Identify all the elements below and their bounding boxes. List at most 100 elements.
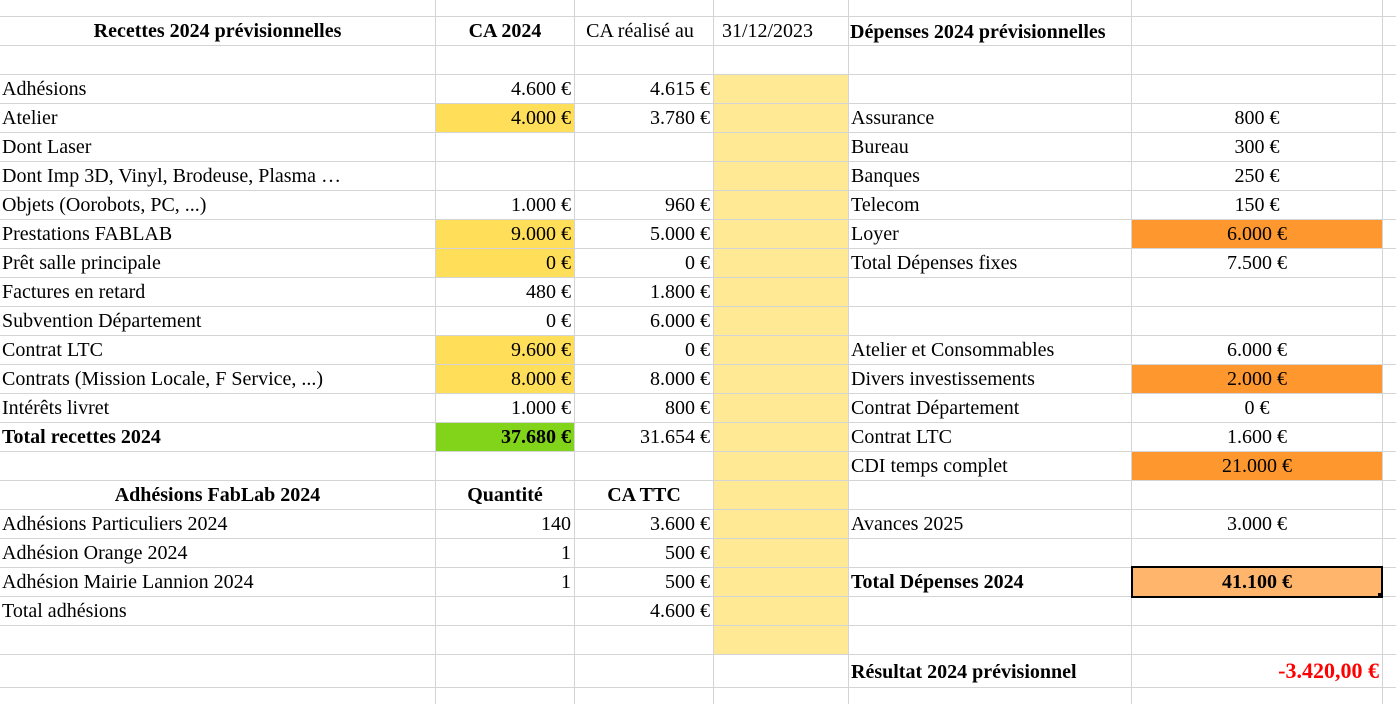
resultat-value[interactable]: -3.420,00 €	[1278, 658, 1379, 683]
recette-realise[interactable]: 6.000 €	[650, 310, 710, 332]
depense-label[interactable]: Divers investissements	[851, 368, 1035, 390]
cell-bg	[436, 104, 574, 133]
header-ca-realise-date[interactable]: 31/12/2023	[721, 20, 814, 42]
recette-realise[interactable]: 3.780 €	[650, 107, 710, 129]
header-ca-realise[interactable]: CA réalisé au	[586, 20, 694, 42]
recette-ca2024[interactable]: 0 €	[546, 310, 571, 332]
gridline	[0, 132, 1396, 133]
resultat-label[interactable]: Résultat 2024 prévisionnel	[851, 661, 1077, 683]
recette-realise[interactable]: 960 €	[665, 194, 710, 216]
recette-realise[interactable]: 4.615 €	[650, 78, 710, 100]
adhesions-col-ca[interactable]: CA TTC	[607, 484, 681, 506]
recette-ca2024[interactable]: 1.000 €	[511, 397, 571, 419]
recette-ca2024[interactable]: 1.000 €	[511, 194, 571, 216]
depense-value[interactable]: 1.600 €	[1227, 426, 1287, 448]
recette-realise[interactable]: 8.000 €	[650, 368, 710, 390]
gridline	[0, 16, 1396, 17]
recette-label[interactable]: Prestations FABLAB	[2, 223, 173, 245]
recette-realise[interactable]: 0 €	[685, 339, 710, 361]
adhesion-ca[interactable]: 3.600 €	[650, 513, 710, 535]
depense-label[interactable]: Atelier et Consommables	[851, 339, 1055, 361]
fill-handle[interactable]	[1378, 593, 1383, 598]
recette-label[interactable]: Contrats (Mission Locale, F Service, ...…	[2, 368, 324, 390]
depense-value[interactable]: 2.000 €	[1227, 368, 1287, 390]
recette-label[interactable]: Objets (Oorobots, PC, ...)	[2, 194, 207, 216]
cell-bg	[1132, 568, 1382, 597]
recette-ca2024[interactable]: 4.000 €	[511, 107, 571, 129]
depense-label[interactable]: Bureau	[851, 136, 909, 158]
depense-label[interactable]: Contrat Département	[851, 397, 1020, 419]
depense-value[interactable]: 0 €	[1244, 397, 1270, 419]
adhesion-label[interactable]: Adhésions Particuliers 2024	[2, 513, 228, 535]
gridline	[0, 596, 1396, 597]
recette-label[interactable]: Adhésions	[2, 78, 87, 100]
gridline	[848, 0, 849, 704]
depense-value[interactable]: 6.000 €	[1227, 339, 1287, 361]
recette-ca2024[interactable]: 8.000 €	[511, 368, 571, 390]
depense-value[interactable]: 250 €	[1234, 165, 1280, 187]
total-depenses-value[interactable]: 41.100 €	[1222, 571, 1292, 593]
total-recettes-label[interactable]: Total recettes 2024	[2, 426, 161, 448]
recette-ca2024[interactable]: 4.600 €	[511, 78, 571, 100]
depense-label[interactable]: Assurance	[851, 107, 935, 129]
recette-label[interactable]: Prêt salle principale	[2, 252, 161, 274]
recette-label[interactable]: Dont Laser	[2, 136, 92, 158]
gridline	[0, 277, 1396, 278]
adhesion-qty[interactable]: 1	[561, 542, 571, 564]
gridline	[0, 335, 1396, 336]
header-ca-2024[interactable]: CA 2024	[468, 20, 542, 42]
total-recettes-realise[interactable]: 31.654 €	[640, 426, 710, 448]
gridline	[0, 364, 1396, 365]
recette-label[interactable]: Atelier	[2, 107, 58, 129]
recette-realise[interactable]: 1.800 €	[650, 281, 710, 303]
gridline	[0, 306, 1396, 307]
adhesion-qty[interactable]: 140	[541, 513, 571, 535]
cell-cursor	[1131, 566, 1383, 598]
adhesion-ca[interactable]: 500 €	[665, 542, 710, 564]
depense-label[interactable]: Banques	[851, 165, 920, 187]
depense-value[interactable]: 150 €	[1234, 194, 1280, 216]
adhesion-ca[interactable]: 500 €	[665, 571, 710, 593]
recette-realise[interactable]: 0 €	[685, 252, 710, 274]
depense-label[interactable]: Telecom	[851, 194, 920, 216]
adhesion-label[interactable]: Adhésion Orange 2024	[2, 542, 188, 564]
recette-realise[interactable]: 800 €	[665, 397, 710, 419]
adhesions-col-qty[interactable]: Quantité	[467, 484, 543, 506]
depense-label[interactable]: Avances 2025	[851, 513, 964, 535]
depense-label[interactable]: Contrat LTC	[851, 426, 952, 448]
depense-label[interactable]: Total Dépenses fixes	[851, 252, 1018, 274]
depense-value[interactable]: 21.000 €	[1222, 455, 1292, 477]
cell-bg	[1132, 452, 1382, 481]
recette-realise[interactable]: 5.000 €	[650, 223, 710, 245]
total-adhesions-label[interactable]: Total adhésions	[2, 600, 127, 622]
depense-value[interactable]: 3.000 €	[1227, 513, 1287, 535]
depense-value[interactable]: 7.500 €	[1227, 252, 1287, 274]
adhesion-label[interactable]: Adhésion Mairie Lannion 2024	[2, 571, 254, 593]
depense-label[interactable]: CDI temps complet	[851, 455, 1008, 477]
recette-label[interactable]: Subvention Département	[2, 310, 202, 332]
adhesions-title[interactable]: Adhésions FabLab 2024	[114, 484, 321, 506]
total-adhesions-ca[interactable]: 4.600 €	[650, 600, 710, 622]
depense-label[interactable]: Loyer	[851, 223, 899, 245]
gridline	[1131, 0, 1132, 704]
recette-ca2024[interactable]: 9.600 €	[511, 339, 571, 361]
recette-label[interactable]: Factures en retard	[2, 281, 146, 303]
recette-label[interactable]: Contrat LTC	[2, 339, 103, 361]
adhesion-qty[interactable]: 1	[561, 571, 571, 593]
header-recettes[interactable]: Recettes 2024 prévisionnelles	[93, 20, 342, 42]
recette-ca2024[interactable]: 480 €	[526, 281, 571, 303]
total-recettes-ca2024[interactable]: 37.680 €	[501, 426, 571, 448]
header-depenses[interactable]: Dépenses 2024 prévisionnelles	[850, 21, 1106, 43]
gridline	[0, 687, 1396, 688]
cell-bg	[1132, 365, 1382, 394]
cell-bg	[436, 423, 574, 452]
depense-value[interactable]: 800 €	[1234, 107, 1280, 129]
depense-value[interactable]: 300 €	[1234, 136, 1280, 158]
recette-label[interactable]: Dont Imp 3D, Vinyl, Brodeuse, Plasma …	[2, 165, 341, 187]
total-depenses-label[interactable]: Total Dépenses 2024	[851, 571, 1024, 593]
recette-ca2024[interactable]: 9.000 €	[511, 223, 571, 245]
recette-label[interactable]: Intérêts livret	[2, 397, 110, 419]
recette-ca2024[interactable]: 0 €	[546, 252, 571, 274]
depense-value[interactable]: 6.000 €	[1227, 223, 1287, 245]
